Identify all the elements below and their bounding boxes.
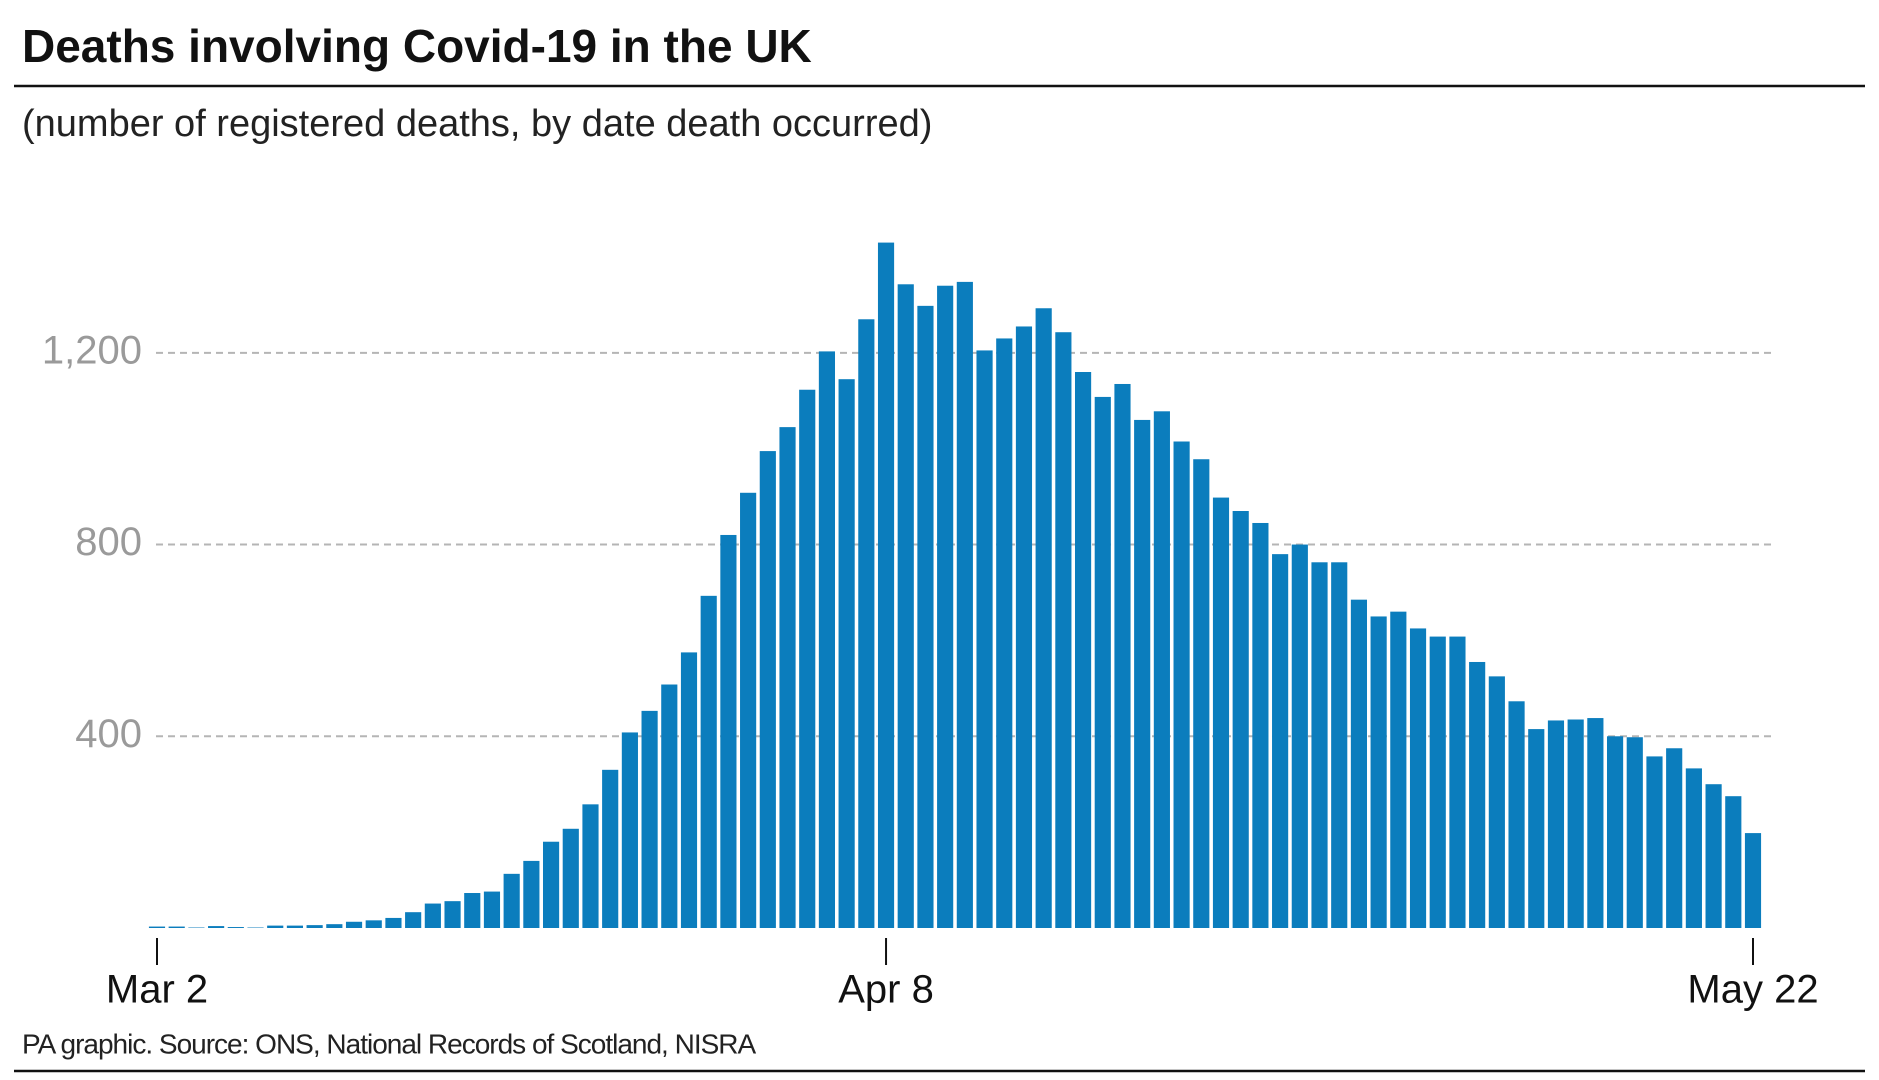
bar [877, 242, 895, 929]
bar [1232, 511, 1249, 928]
bar [838, 379, 855, 928]
bar [267, 925, 284, 928]
x-tick-label: Apr 8 [838, 968, 934, 1012]
bar [1173, 441, 1190, 928]
bar [1685, 768, 1702, 928]
bar [1272, 554, 1289, 928]
bar [1725, 796, 1742, 928]
bar [523, 860, 540, 928]
bar [1350, 599, 1368, 928]
bar [858, 319, 875, 928]
bar [503, 873, 520, 928]
bar [1429, 636, 1446, 928]
bar [385, 917, 402, 928]
x-tick-label: May 22 [1687, 968, 1818, 1012]
bar [424, 903, 441, 928]
bar [1252, 522, 1269, 928]
y-tick-label: 1,200 [42, 328, 142, 372]
bar [1705, 784, 1722, 928]
bar [1744, 833, 1762, 928]
bar [621, 732, 638, 928]
bar [956, 281, 973, 928]
bar [661, 684, 678, 928]
bar [464, 893, 481, 928]
bar [1134, 419, 1151, 928]
bar [937, 285, 954, 929]
bar [405, 912, 422, 928]
bar [1153, 411, 1170, 928]
bar [1567, 719, 1584, 928]
bar [1291, 544, 1308, 928]
bar [1528, 729, 1545, 928]
bar [759, 451, 776, 928]
bar [996, 338, 1013, 929]
bar [1114, 383, 1131, 928]
bar [148, 926, 166, 928]
bar [1469, 661, 1486, 928]
bar [1311, 562, 1328, 928]
bar [1015, 326, 1033, 928]
bar [1094, 396, 1111, 928]
bar [168, 926, 185, 928]
bar [326, 924, 343, 928]
bar [306, 925, 323, 928]
bar [582, 804, 599, 928]
bar [1646, 756, 1663, 928]
bar [897, 284, 914, 928]
bar [917, 305, 934, 928]
bar [286, 925, 304, 928]
bar [680, 652, 698, 928]
bar [720, 534, 737, 928]
bar [444, 901, 461, 928]
bar [483, 891, 501, 928]
bar [1508, 701, 1525, 928]
bar [976, 350, 993, 928]
source-note: PA graphic. Source: ONS, National Record… [22, 1028, 757, 1059]
bar [641, 710, 658, 928]
bar [562, 828, 579, 928]
y-tick-label: 800 [75, 520, 142, 564]
chart-subtitle: (number of registered deaths, by date de… [22, 103, 932, 145]
bar [1449, 636, 1466, 928]
bar [1035, 308, 1052, 928]
bar [1055, 332, 1072, 928]
bar [1193, 459, 1210, 928]
bar [1626, 737, 1643, 928]
bar [1587, 718, 1604, 928]
chart-title: Deaths involving Covid-19 in the UK [22, 20, 812, 72]
bar [1370, 616, 1387, 928]
bar [365, 920, 382, 928]
bar [208, 926, 225, 928]
bar [345, 921, 363, 928]
bar [1547, 720, 1565, 928]
bar [542, 841, 560, 928]
bar [602, 769, 619, 928]
bar [1488, 676, 1505, 928]
bar [700, 595, 717, 928]
bar [1212, 497, 1230, 928]
bar [1409, 628, 1427, 928]
x-tick-label: Mar 2 [106, 968, 208, 1012]
bar [1606, 736, 1624, 928]
bar [1666, 748, 1683, 928]
bar [227, 927, 244, 928]
bar [1390, 611, 1407, 928]
bar [799, 389, 816, 928]
bar [740, 492, 757, 928]
bar [1331, 562, 1348, 928]
bar [779, 427, 796, 928]
bar [1074, 372, 1092, 928]
y-tick-label: 400 [75, 712, 142, 756]
bar [818, 351, 836, 928]
